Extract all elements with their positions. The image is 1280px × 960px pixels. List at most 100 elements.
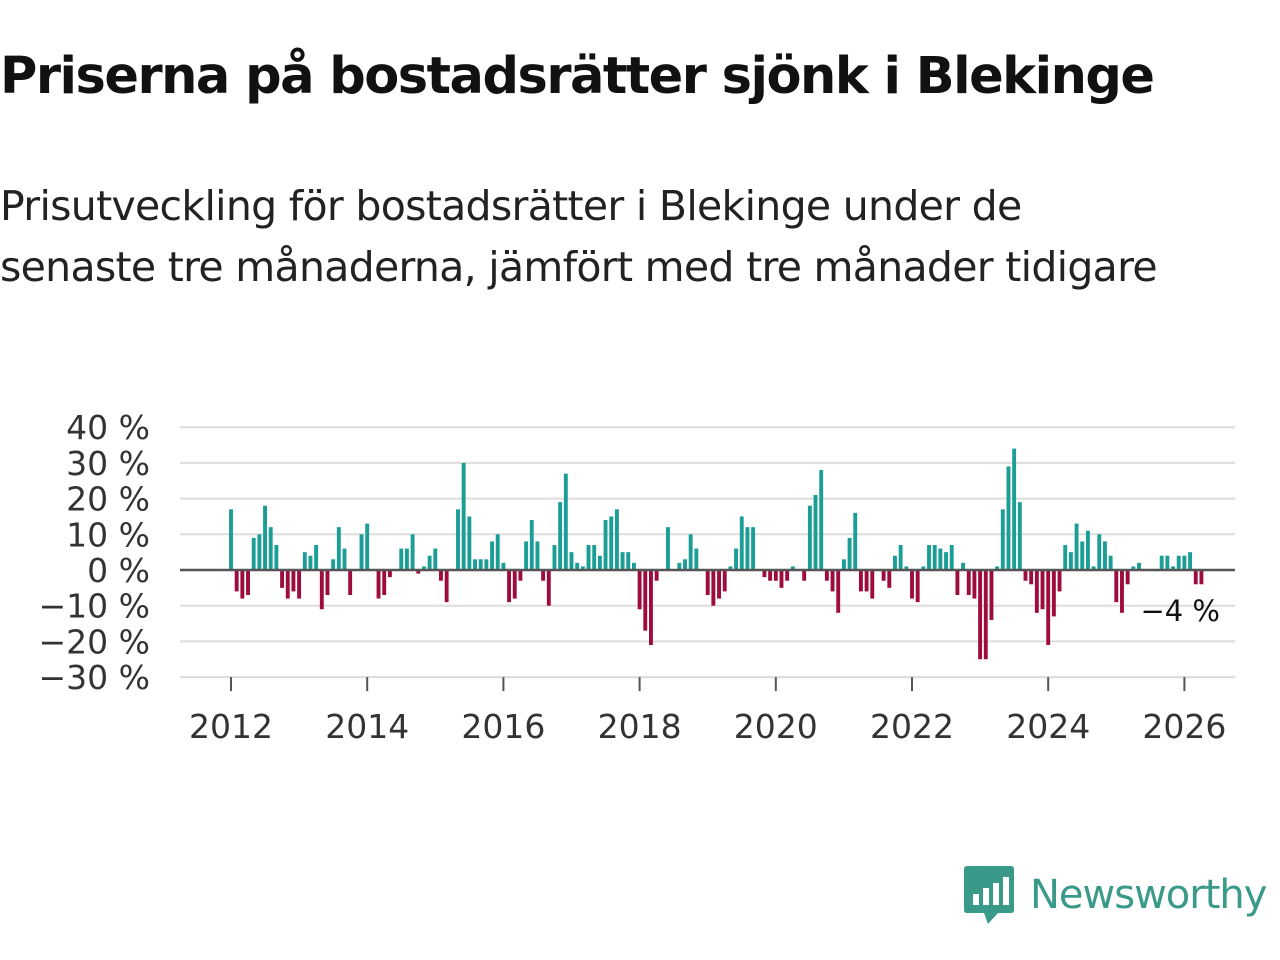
bar xyxy=(336,527,341,570)
bar xyxy=(961,562,966,570)
bar xyxy=(285,570,290,599)
bar xyxy=(1199,570,1204,585)
bar xyxy=(1131,566,1136,570)
bar xyxy=(365,523,370,570)
bar xyxy=(1171,566,1175,570)
bar xyxy=(1188,552,1193,570)
bar xyxy=(359,534,364,570)
bar xyxy=(229,509,233,570)
bar xyxy=(382,570,387,595)
bar xyxy=(1108,555,1113,570)
bar xyxy=(626,552,631,570)
bar xyxy=(569,552,574,570)
bar xyxy=(688,534,693,570)
bar xyxy=(609,516,614,570)
x-tick-label: 2026 xyxy=(1142,707,1226,746)
axes: 40 %30 %20 %10 %0 %−10 %−20 %−30 % 2012 20… xyxy=(39,408,1235,746)
bar xyxy=(399,548,404,570)
bar xyxy=(541,570,546,581)
bar xyxy=(1120,570,1124,613)
bar xyxy=(983,570,988,660)
bar xyxy=(1051,570,1056,617)
bar xyxy=(1057,570,1062,592)
bar xyxy=(597,555,602,570)
x-tick-label: 2016 xyxy=(461,707,545,746)
bar xyxy=(705,570,710,595)
bar xyxy=(711,570,716,606)
bar xyxy=(444,570,449,603)
bar xyxy=(387,570,392,578)
x-tick-label: 2018 xyxy=(598,707,682,746)
bar xyxy=(734,548,739,570)
bar xyxy=(246,570,250,595)
bar xyxy=(1029,570,1034,585)
y-tick-label: 10 % xyxy=(66,515,150,554)
bar xyxy=(603,520,608,570)
bar xyxy=(790,566,795,570)
bar xyxy=(989,570,994,620)
bar xyxy=(422,566,426,570)
bar xyxy=(512,570,517,599)
newsworthy-logo: Newsworthy xyxy=(964,864,1267,926)
bar xyxy=(558,502,563,570)
bar xyxy=(978,570,983,660)
bars xyxy=(229,448,1204,660)
bar xyxy=(813,495,818,570)
bar xyxy=(751,527,756,570)
bar xyxy=(331,559,336,570)
bar xyxy=(1000,509,1005,570)
x-tick-label: 2012 xyxy=(189,707,273,746)
bar xyxy=(995,566,1000,570)
bar xyxy=(1137,562,1141,570)
bar xyxy=(280,570,285,588)
x-tick-label: 2022 xyxy=(870,707,954,746)
y-tick-label: 20 % xyxy=(66,480,150,519)
newsworthy-logo-icon xyxy=(964,866,1014,924)
bar xyxy=(342,548,347,570)
bar xyxy=(1063,545,1068,570)
bar xyxy=(1091,566,1096,570)
bar xyxy=(314,545,319,570)
bar xyxy=(580,566,585,570)
bar xyxy=(972,570,977,599)
bar xyxy=(887,570,892,588)
bar xyxy=(546,570,551,606)
bar xyxy=(717,570,721,599)
bar xyxy=(302,552,307,570)
bar xyxy=(1182,555,1187,570)
bar xyxy=(251,537,256,570)
bar xyxy=(694,548,699,570)
last-value-label: −4 % xyxy=(1140,594,1220,628)
bar xyxy=(291,570,296,592)
bar xyxy=(501,562,506,570)
bar xyxy=(649,570,653,645)
bar xyxy=(319,570,324,610)
bar xyxy=(1034,570,1039,613)
x-tick-label: 2024 xyxy=(1006,707,1090,746)
bar xyxy=(785,570,790,581)
bar xyxy=(1074,523,1079,570)
bar xyxy=(529,520,534,570)
bar xyxy=(807,505,812,570)
bar xyxy=(325,570,330,595)
bar xyxy=(456,509,460,570)
bar xyxy=(620,552,625,570)
y-tick-label: 30 % xyxy=(66,444,150,483)
bar xyxy=(1085,530,1090,570)
bar xyxy=(461,462,466,570)
bar xyxy=(427,555,432,570)
bar xyxy=(819,470,824,570)
bar xyxy=(507,570,512,603)
bar xyxy=(586,545,591,570)
bar xyxy=(853,512,858,570)
bar xyxy=(631,562,636,570)
bar xyxy=(966,570,971,595)
bar xyxy=(910,570,914,599)
bar xyxy=(768,570,773,581)
bar xyxy=(955,570,960,595)
bar xyxy=(592,545,597,570)
bar xyxy=(535,541,540,570)
bar xyxy=(836,570,841,613)
y-tick-label: −10 % xyxy=(39,587,151,626)
bar xyxy=(1068,552,1073,570)
